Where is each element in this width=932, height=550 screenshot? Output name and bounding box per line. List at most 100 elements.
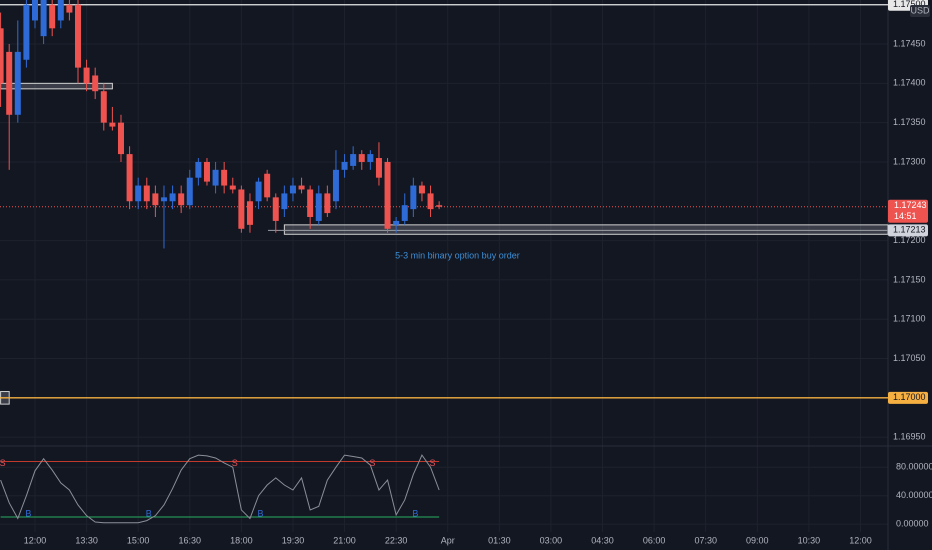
x-tick-label: 22:30 bbox=[385, 535, 408, 545]
candle-body bbox=[272, 197, 279, 221]
candle-body bbox=[57, 0, 64, 21]
y-tick-label: 1.17150 bbox=[893, 274, 926, 284]
candle-body bbox=[195, 161, 202, 178]
candle-body bbox=[264, 173, 271, 198]
candle-body bbox=[246, 201, 253, 225]
signal: B bbox=[258, 508, 264, 518]
price-tag bbox=[888, 224, 928, 237]
candle-body bbox=[358, 154, 365, 162]
y2-tick-label: 0.00000 bbox=[896, 519, 929, 529]
candle-body bbox=[289, 185, 296, 194]
candle-body bbox=[436, 205, 443, 207]
x-tick-label: 01:30 bbox=[488, 535, 511, 545]
x-tick-label: 21:00 bbox=[333, 535, 356, 545]
candle-body bbox=[126, 154, 133, 202]
candle-body bbox=[14, 51, 21, 115]
level-label: 1.17000 bbox=[893, 392, 926, 402]
candle-body bbox=[143, 185, 150, 202]
zone-label: 1.17213 bbox=[893, 225, 926, 235]
candle-body bbox=[367, 154, 374, 162]
y-tick-label: 1.16950 bbox=[893, 432, 926, 442]
candle-body bbox=[418, 185, 425, 194]
candle-body bbox=[203, 161, 210, 182]
candle-body bbox=[31, 0, 38, 21]
y-tick-label: 1.17200 bbox=[893, 235, 926, 245]
candle-body bbox=[255, 181, 262, 202]
candle-body bbox=[40, 0, 47, 37]
signal: B bbox=[412, 508, 418, 518]
candle-body bbox=[109, 122, 116, 127]
candle-body bbox=[66, 4, 73, 13]
y2-tick-label: 40.00000 bbox=[896, 490, 932, 500]
y-tick-label: 1.17300 bbox=[893, 156, 926, 166]
candle-body bbox=[229, 185, 236, 190]
current-price-label: 1.17243 bbox=[894, 200, 927, 210]
candle-body bbox=[427, 193, 434, 210]
signal: S bbox=[369, 458, 375, 468]
x-tick-label: 19:30 bbox=[282, 535, 305, 545]
candle-body bbox=[384, 161, 391, 229]
signal: S bbox=[232, 458, 238, 468]
candle-body bbox=[117, 122, 124, 155]
countdown: 14:51 bbox=[894, 211, 917, 221]
price-tag bbox=[888, 199, 928, 223]
candle-body bbox=[169, 193, 176, 202]
candle-body bbox=[401, 205, 408, 221]
candle-body bbox=[92, 75, 99, 92]
zone bbox=[283, 224, 889, 235]
candle-body bbox=[83, 67, 90, 84]
signal: B bbox=[146, 508, 152, 518]
candle-body bbox=[6, 51, 13, 115]
signal: S bbox=[430, 458, 436, 468]
x-tick-label: 12:00 bbox=[24, 535, 47, 545]
x-tick-label: 06:00 bbox=[643, 535, 666, 545]
currency: USD bbox=[910, 5, 930, 15]
x-tick-label: 03:00 bbox=[540, 535, 563, 545]
candle-body bbox=[298, 185, 305, 190]
candle-body bbox=[238, 189, 245, 229]
candle-body bbox=[324, 193, 331, 214]
candle-body bbox=[410, 185, 417, 210]
candle-body bbox=[341, 161, 348, 170]
signal: S bbox=[0, 458, 6, 468]
candle-body bbox=[178, 193, 185, 206]
y-tick-label: 1.17350 bbox=[893, 117, 926, 127]
candle-body bbox=[23, 4, 30, 60]
candle-body bbox=[375, 158, 382, 178]
x-tick-label: Apr bbox=[441, 535, 455, 545]
candle-body bbox=[281, 193, 288, 210]
currency-tag bbox=[910, 5, 930, 17]
price-tag bbox=[888, 391, 928, 404]
candle-body bbox=[74, 4, 81, 68]
x-tick-label: 10:30 bbox=[798, 535, 821, 545]
candle-body bbox=[332, 169, 339, 202]
candle-body bbox=[49, 4, 56, 29]
level-label: 1.17500 bbox=[893, 0, 926, 9]
candle-body bbox=[100, 91, 107, 123]
x-tick-label: 13:30 bbox=[75, 535, 98, 545]
candle-body bbox=[350, 154, 357, 166]
x-tick-label: 16:30 bbox=[179, 535, 202, 545]
candle-body bbox=[152, 193, 159, 206]
candle-body bbox=[307, 189, 314, 217]
x-tick-label: 07:30 bbox=[694, 535, 717, 545]
candle-body bbox=[0, 28, 4, 84]
annotation: 5-3 min binary option buy order bbox=[395, 251, 520, 261]
oscillator-line bbox=[0, 454, 440, 524]
signal: B bbox=[25, 508, 31, 518]
x-tick-label: 12:00 bbox=[849, 535, 872, 545]
candle-body bbox=[393, 220, 400, 225]
x-tick-label: 18:00 bbox=[230, 535, 253, 545]
candle-body bbox=[212, 169, 219, 186]
y-tick-label: 1.17450 bbox=[893, 38, 926, 48]
x-tick-label: 04:30 bbox=[591, 535, 614, 545]
y-tick-label: 1.17100 bbox=[893, 314, 926, 324]
candle-body bbox=[221, 169, 228, 186]
y-tick-label: 1.17400 bbox=[893, 78, 926, 88]
candle-body bbox=[135, 185, 142, 202]
y2-tick-label: 80.00000 bbox=[896, 462, 932, 472]
x-tick-label: 09:00 bbox=[746, 535, 769, 545]
y-tick-label: 1.17050 bbox=[893, 353, 926, 363]
x-tick-label: 15:00 bbox=[127, 535, 150, 545]
